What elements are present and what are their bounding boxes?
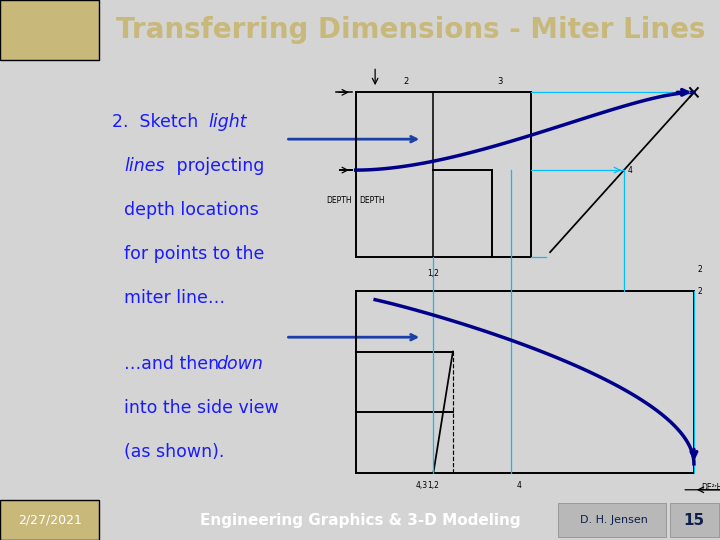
Text: 1,2: 1,2 xyxy=(428,269,439,279)
Text: 4: 4 xyxy=(516,481,521,490)
Text: 4,3: 4,3 xyxy=(415,481,428,490)
Text: 1,2: 1,2 xyxy=(428,481,439,490)
Text: 2/27/2021: 2/27/2021 xyxy=(18,514,81,526)
Text: DEPTH: DEPTH xyxy=(359,196,385,205)
Text: 3: 3 xyxy=(497,77,503,86)
Text: …and then: …and then xyxy=(124,355,225,373)
Text: into the side view: into the side view xyxy=(124,399,279,417)
FancyBboxPatch shape xyxy=(670,503,719,537)
Text: down: down xyxy=(216,355,263,373)
Text: DE²ʳH: DE²ʳH xyxy=(702,483,720,492)
Text: Engineering Graphics & 3-D Modeling: Engineering Graphics & 3-D Modeling xyxy=(199,512,521,528)
Text: D. H. Jensen: D. H. Jensen xyxy=(580,515,647,525)
Text: 2: 2 xyxy=(404,77,409,86)
Text: DEPTH: DEPTH xyxy=(326,196,352,205)
Text: 15: 15 xyxy=(683,512,705,528)
Text: for points to the: for points to the xyxy=(124,245,264,263)
Text: 4: 4 xyxy=(628,166,633,174)
Text: projecting: projecting xyxy=(171,157,264,175)
Text: 2: 2 xyxy=(698,287,703,295)
Text: lines: lines xyxy=(124,157,165,175)
Text: depth locations: depth locations xyxy=(124,201,259,219)
FancyBboxPatch shape xyxy=(0,500,99,540)
Text: 2: 2 xyxy=(698,265,703,274)
Text: 2.  Sketch: 2. Sketch xyxy=(112,113,204,131)
Text: (as shown).: (as shown). xyxy=(124,443,225,461)
Text: light: light xyxy=(208,113,246,131)
Text: Transferring Dimensions - Miter Lines: Transferring Dimensions - Miter Lines xyxy=(116,16,705,44)
Text: miter line…: miter line… xyxy=(124,289,225,307)
FancyBboxPatch shape xyxy=(0,0,99,60)
FancyBboxPatch shape xyxy=(558,503,666,537)
Text: IENG
248: IENG 248 xyxy=(23,10,76,50)
